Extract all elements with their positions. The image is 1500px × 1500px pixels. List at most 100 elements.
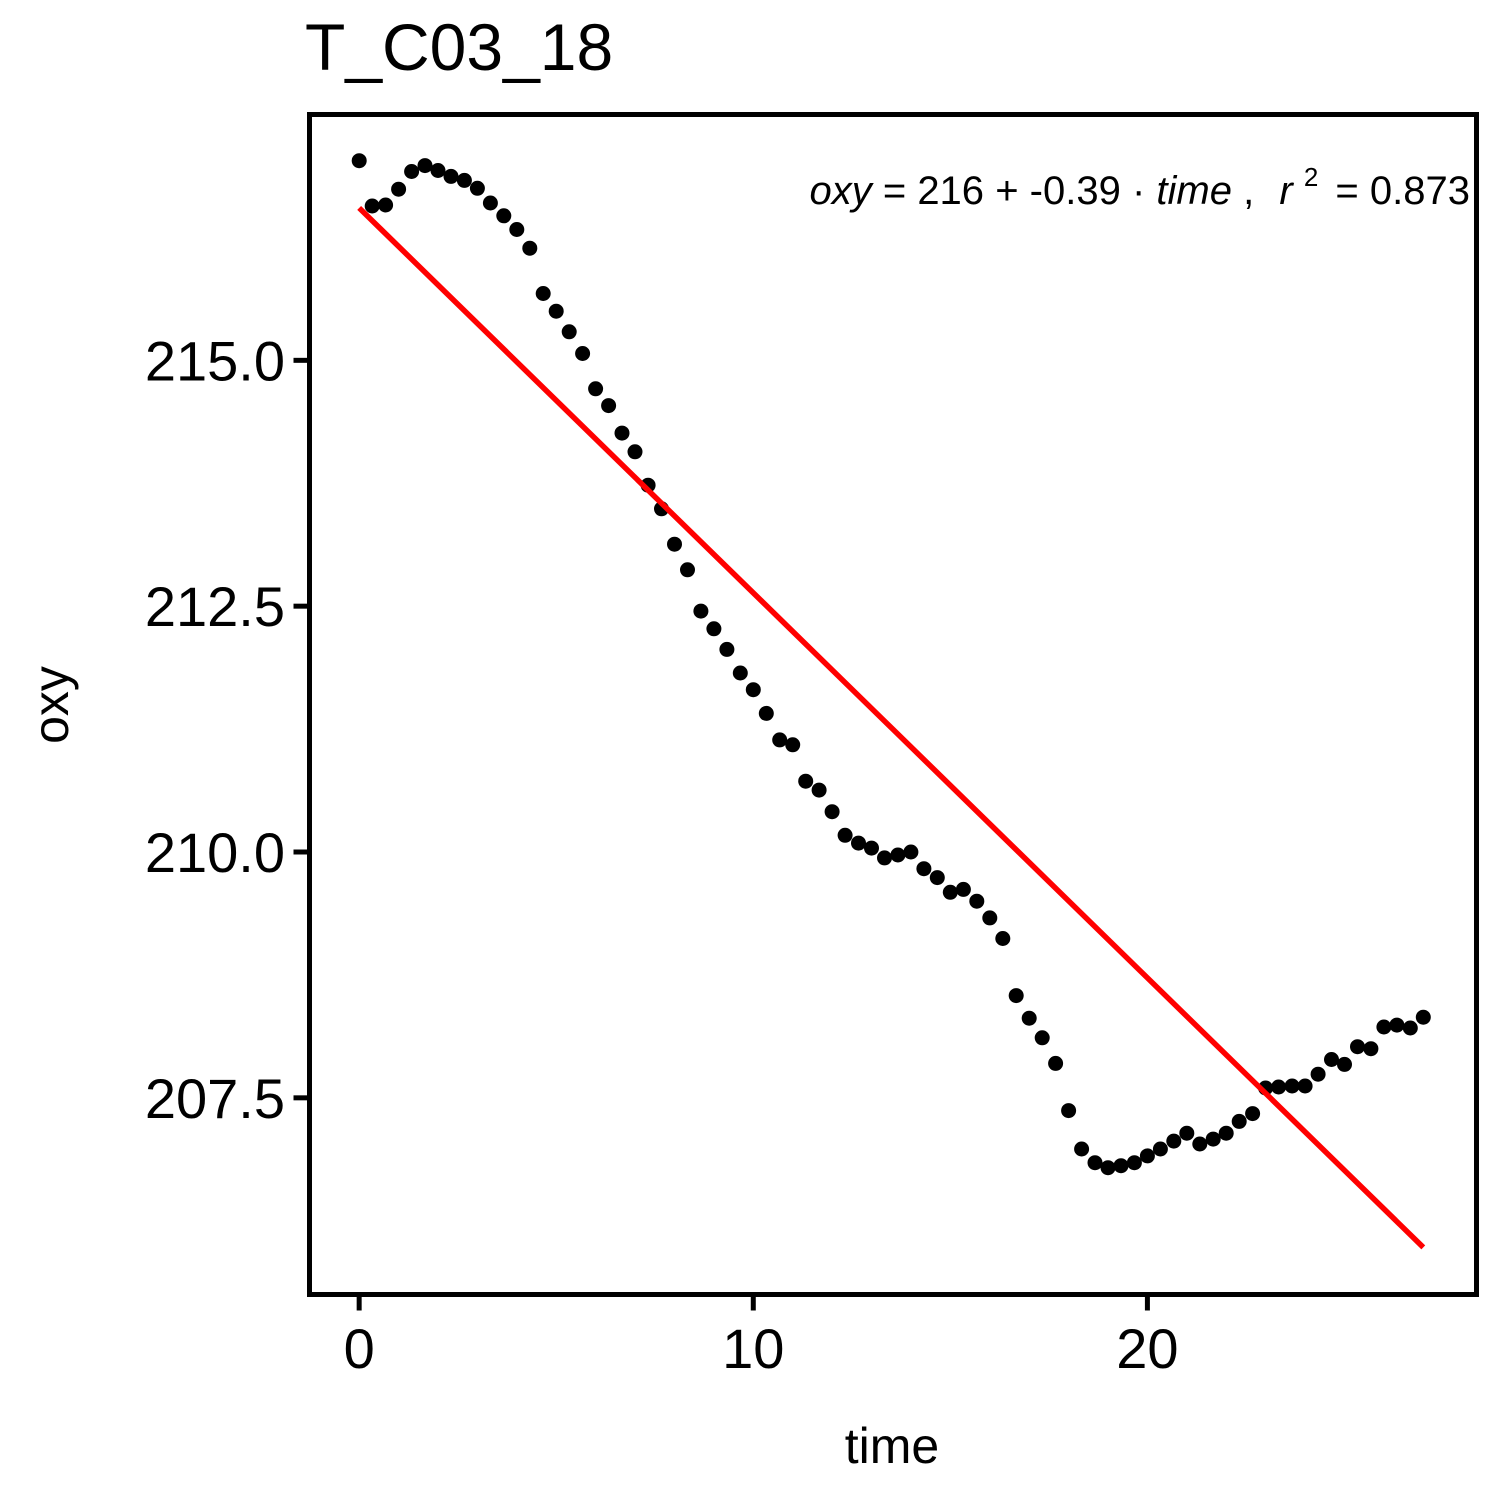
data-point [417, 158, 433, 174]
data-point [1021, 1010, 1037, 1026]
data-point [1139, 1148, 1155, 1164]
data-point [1245, 1106, 1261, 1122]
data-point [575, 346, 591, 361]
data-point [903, 844, 919, 860]
x-tick-label: 10 [722, 1317, 784, 1380]
x-tick-label: 20 [1116, 1317, 1178, 1380]
data-point [378, 197, 394, 213]
data-point [1218, 1125, 1234, 1141]
plot-panel-border [307, 112, 1479, 1297]
data-point [1402, 1020, 1418, 1036]
data-point [1363, 1041, 1379, 1057]
data-point [1310, 1066, 1326, 1082]
data-point [1284, 1078, 1300, 1094]
regression-line [357, 205, 1426, 1250]
data-point [1297, 1078, 1313, 1094]
y-tick-label: 210.0 [145, 821, 285, 884]
data-point [1376, 1019, 1392, 1035]
data-point [955, 881, 971, 897]
data-point [404, 164, 420, 179]
eq-slope: -0.39 [1030, 169, 1121, 213]
eq-r-sup: 2 [1304, 162, 1318, 192]
data-points [351, 153, 1431, 1176]
eq-r2-value: = 0.873 [1335, 169, 1470, 213]
eq-equals: = [883, 169, 906, 213]
data-point [1074, 1141, 1090, 1157]
data-point [824, 804, 840, 820]
data-point [1100, 1160, 1116, 1176]
data-point [548, 303, 564, 319]
data-point [561, 324, 577, 340]
data-point [969, 893, 985, 909]
chart-title: T_C03_18 [305, 10, 614, 84]
data-point [1192, 1136, 1208, 1152]
data-point [443, 168, 459, 184]
eq-plus: + [995, 169, 1018, 213]
eq-dot: · [1132, 169, 1145, 213]
data-point [877, 850, 892, 866]
data-point [798, 773, 814, 789]
data-point [732, 665, 748, 681]
data-point [851, 835, 866, 851]
data-point [706, 621, 722, 637]
data-point [1008, 988, 1024, 1004]
y-axis: 207.5 210.0 212.5 215.0 [145, 329, 308, 1130]
data-point [1350, 1039, 1365, 1055]
data-point [482, 195, 498, 211]
data-point [1337, 1056, 1352, 1072]
data-point [351, 153, 367, 169]
data-point [811, 782, 827, 798]
data-point [1324, 1052, 1339, 1067]
data-point [456, 172, 472, 188]
data-point [942, 884, 958, 900]
data-point [1126, 1155, 1142, 1171]
data-point [772, 732, 788, 748]
data-point [785, 737, 801, 753]
data-point [601, 398, 617, 414]
y-tick-label: 212.5 [145, 575, 285, 638]
x-tick-label: 0 [344, 1317, 375, 1380]
data-point [1048, 1055, 1064, 1071]
data-point [864, 840, 879, 856]
data-point [1152, 1141, 1168, 1157]
x-axis: 0 10 20 [344, 1296, 1179, 1380]
data-point [1271, 1079, 1287, 1095]
data-point [469, 180, 485, 196]
data-point [1415, 1009, 1431, 1025]
eq-r: r [1279, 169, 1294, 213]
data-point [758, 705, 774, 721]
y-axis-label: oxy [23, 666, 79, 744]
data-point [745, 682, 761, 698]
x-axis-label: time [845, 1418, 939, 1474]
data-point [1389, 1017, 1405, 1033]
data-point [929, 870, 945, 886]
data-point [982, 910, 998, 926]
regression-annotation: oxy = 216 + -0.39 · time , r 2 = 0.873 [809, 151, 1470, 213]
data-point [509, 222, 525, 237]
data-point [522, 240, 538, 256]
data-point [627, 444, 643, 460]
data-point [995, 931, 1011, 946]
data-point [916, 861, 932, 877]
data-point [680, 562, 695, 578]
data-point [364, 198, 380, 214]
y-tick-label: 207.5 [145, 1067, 285, 1130]
data-point [614, 425, 630, 441]
data-point [1231, 1113, 1247, 1129]
data-point [1205, 1131, 1221, 1147]
data-point [496, 208, 512, 224]
eq-intercept: 216 [917, 169, 984, 213]
data-point [1061, 1103, 1077, 1119]
y-tick-label: 215.0 [145, 329, 285, 392]
data-point [535, 286, 551, 301]
data-point [667, 536, 682, 552]
data-point [1034, 1030, 1050, 1046]
eq-var: time [1156, 169, 1232, 213]
eq-comma: , [1243, 169, 1254, 213]
data-point [837, 827, 853, 843]
data-point [391, 181, 407, 197]
data-point [588, 381, 604, 397]
fit-line-group [357, 205, 1426, 1250]
data-point [719, 641, 735, 657]
